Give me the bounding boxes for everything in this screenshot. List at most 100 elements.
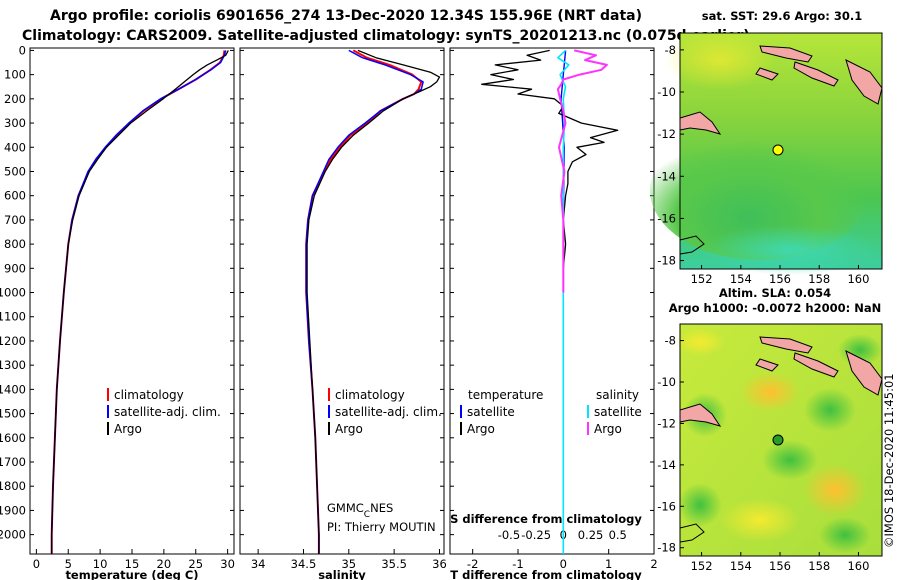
depth-tick-label: 100 [4,68,26,82]
depth-tick-label: 1200 [0,334,26,348]
lat-tick-label: -10 [657,375,676,389]
depth-tick-label: 1000 [0,286,26,300]
lat-tick-label: -10 [657,85,676,99]
altimetry-mid [675,328,725,356]
x-tick-label: 0 [560,557,567,571]
difference-legend: temperature salinity satellite Argo sate… [460,388,642,436]
operator-subscript: C [364,510,370,520]
salinity-plot-frame [239,47,445,555]
altimetry-high [803,464,867,516]
series-line-satellite-adj-clim- [50,50,227,554]
salinity-diff-tick-label: -0.25 [521,528,551,542]
x-tick-label: 2 [650,557,657,571]
temperature-plot-frame [29,47,235,555]
sst-island [759,45,813,63]
legend-header-salinity: salinity [596,388,639,402]
altimetry-map-axes: -8 -10 -12 -14 -16 -18 152 154 156 158 160 [657,334,869,573]
x-tick-label: 34.5 [291,557,317,571]
altimetry-high [740,372,800,412]
lon-tick-label: 156 [769,559,791,573]
difference-xlabel: T difference from climatology [450,568,642,580]
imos-stamp: ©IMOS 18-Dec-2020 11:45:01 [882,373,896,548]
argo-float-marker [772,144,784,156]
depth-tick-label: 1900 [0,503,26,517]
sst-teal-zone [700,225,880,275]
series-line-climatology [305,49,423,554]
x-tick-label: 34 [251,557,266,571]
x-tick-label: -2 [467,557,478,571]
salinity-difference-x-axis: -0.5 -0.25 0 0.25 0.5 [498,528,627,542]
difference-plot-frame [449,47,655,555]
x-tick-label: 35 [341,557,356,571]
lat-tick-label: -14 [657,169,676,183]
lon-tick-label: 154 [730,559,752,573]
lon-tick-label: 154 [730,272,752,286]
argo-float-marker [772,434,784,446]
salinity-xlabel: salinity [318,568,366,580]
temperature-legend: climatology satellite-adj. clim. Argo [107,388,221,436]
x-tick-label: 36 [432,557,447,571]
sst-island [845,59,883,105]
pi-label: PI: Thierry MOUTIN [327,520,436,534]
altimetry-map [675,323,883,557]
altimetry-map-frame [679,323,883,557]
temperature-x-axis: 0 5 10 15 20 25 30 [33,549,235,571]
legend-label-argo: Argo [114,422,142,436]
legend-label-satellite: satellite-adj. clim. [335,405,442,419]
lat-tick-label: -16 [657,211,676,225]
x-tick-label: 10 [93,557,108,571]
sst-island [755,67,779,81]
depth-tick-label: 1800 [0,479,26,493]
lon-tick-label: 152 [691,559,713,573]
x-tick-label: 15 [125,557,140,571]
series-line-salinity-argo [556,49,608,293]
legend-header-temperature: temperature [468,388,543,402]
sst-warm-zone [665,30,775,90]
depth-tick-label: 1600 [0,431,26,445]
lat-tick-label: -12 [657,416,676,430]
lon-tick-label: 158 [808,559,830,573]
salinity-diff-tick-label: -0.5 [498,528,520,542]
sst-map-frame [679,32,883,270]
lon-tick-label: 160 [847,272,869,286]
depth-tick-label: 0 [19,43,26,57]
legend-label-t-argo: Argo [467,422,495,436]
figure-title-line2: Climatology: CARS2009. Satellite-adjuste… [22,28,750,44]
lat-tick-label: -12 [657,127,676,141]
sst-island [793,61,839,87]
lat-tick-label: -16 [657,499,676,513]
legend-label-s-argo: Argo [594,422,622,436]
altimetry-island [845,350,883,396]
altimetry-island [793,352,839,378]
legend-label-t-satellite: satellite [467,405,515,419]
depth-tick-label: 1400 [0,382,26,396]
depth-tick-label: 500 [4,164,26,178]
altimetry-title-2: Argo h1000: -0.0072 h2000: NaN [669,301,881,315]
salinity-diff-tick-label: 0.25 [578,528,604,542]
altimetry-low [804,388,856,432]
x-tick-label: 1 [605,557,612,571]
series-line-argo [306,49,441,554]
sst-map-axes: -8 -10 -12 -14 -16 -18 152 154 156 158 160 [657,43,869,286]
sst-map-title: sat. SST: 29.6 Argo: 30.1 [702,9,862,23]
lat-tick-label: -8 [665,43,676,57]
x-tick-label: 20 [157,557,172,571]
operator-label: GMMCCNES [327,501,393,520]
x-tick-label: -1 [512,557,523,571]
legend-label-climatology: climatology [335,388,405,402]
salinity-lines [305,49,441,554]
altimetry-title-1: Altim. SLA: 0.054 [719,286,831,300]
depth-tick-label: 600 [4,189,26,203]
sst-coast [679,111,722,135]
difference-lines [481,49,619,554]
depth-tick-label: 1100 [0,310,26,324]
series-line-temperature-argo [481,49,619,293]
depth-tick-label: 300 [4,116,26,130]
sst-cool-zone [650,120,870,260]
lat-tick-label: -18 [657,254,676,268]
operator-name: GMMC [327,501,364,515]
depth-tick-label: 2000 [0,528,26,542]
series-line-climatology [50,50,226,554]
salinity-difference-label: S difference from climatology [450,512,642,526]
legend-label-s-satellite: satellite [594,405,642,419]
